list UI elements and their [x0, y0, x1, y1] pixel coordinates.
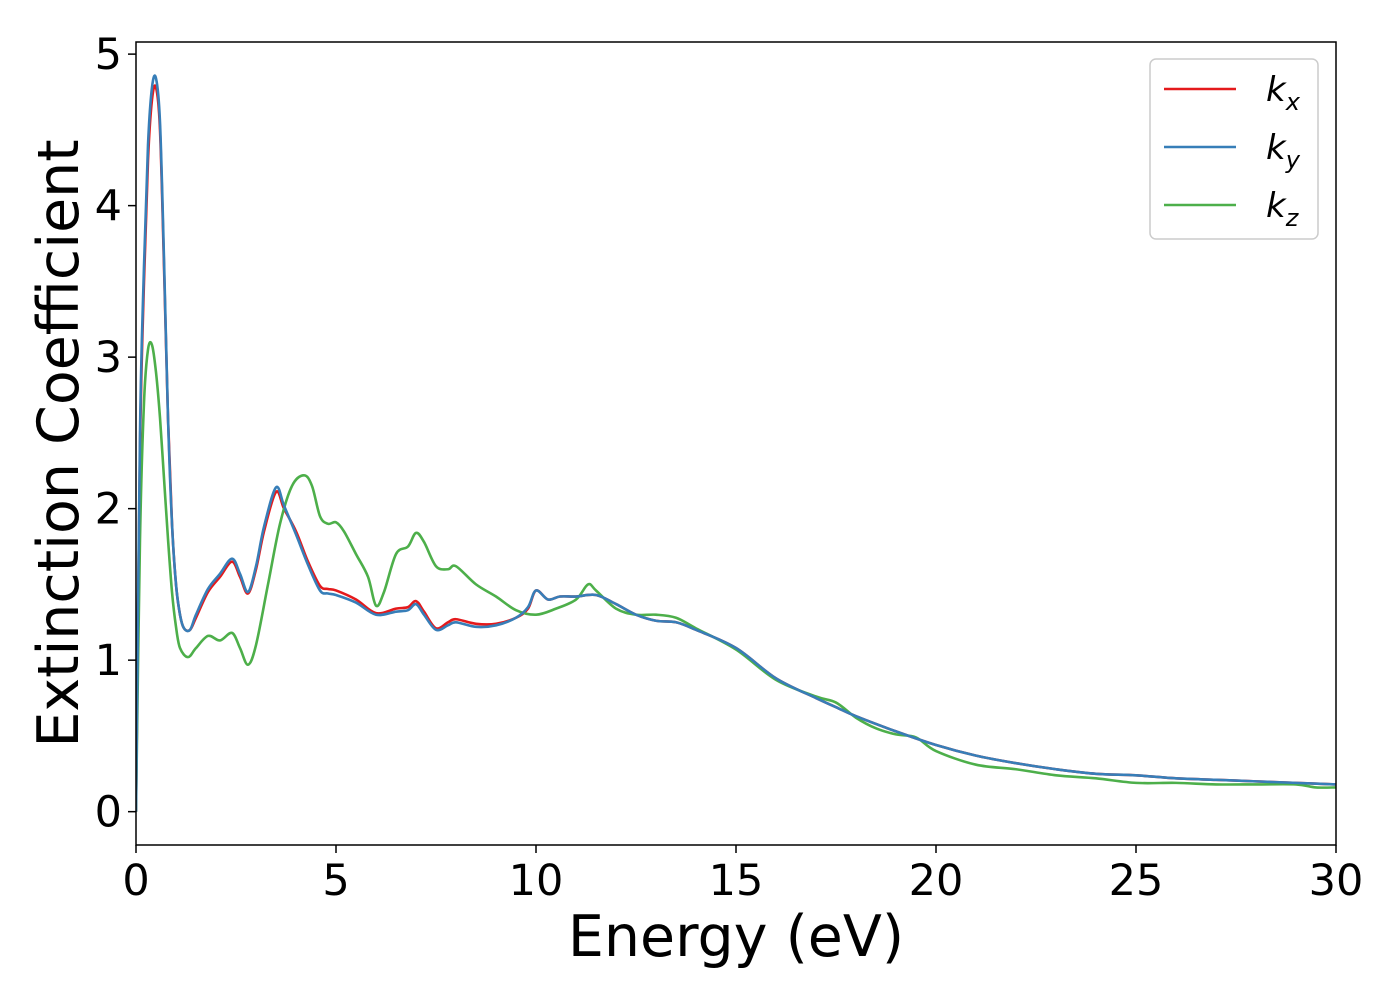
- y-axis-title: Extinction Coefficient: [26, 139, 92, 747]
- x-tick-label: 30: [1309, 856, 1364, 906]
- y-tick-label: 5: [95, 30, 122, 80]
- x-tick-label: 0: [122, 856, 149, 906]
- legend-label-subscript: z: [1285, 204, 1300, 232]
- legend-label-subscript: y: [1285, 146, 1301, 174]
- legend-label-base: k: [1266, 70, 1287, 110]
- y-tick-label: 1: [95, 636, 122, 686]
- legend-label-kx: kx: [1266, 70, 1301, 116]
- series-layer: [136, 74, 1336, 812]
- legend-label-ky: ky: [1266, 128, 1301, 174]
- legend-label-kz: kz: [1266, 186, 1300, 232]
- y-tick-label: 4: [95, 182, 122, 232]
- x-tick-label: 10: [509, 856, 564, 906]
- x-tick-label: 20: [909, 856, 964, 906]
- x-axis-title: Energy (eV): [568, 904, 904, 970]
- x-tick-label: 15: [709, 856, 764, 906]
- y-tick-label: 2: [95, 485, 122, 535]
- x-axis-ticks: 0 5 10 15 20 25 30: [122, 845, 1363, 906]
- series-line-ky: [136, 74, 1336, 812]
- y-tick-label: 3: [95, 333, 122, 383]
- x-tick-label: 25: [1109, 856, 1164, 906]
- y-tick-label: 0: [95, 788, 122, 838]
- legend-label-base: k: [1266, 186, 1287, 226]
- legend-box: [1149, 58, 1319, 240]
- legend-label-base: k: [1266, 128, 1287, 168]
- y-axis-ticks: 0 1 2 3 4 5: [95, 30, 136, 838]
- x-tick-label: 5: [322, 856, 349, 906]
- legend-label-subscript: x: [1285, 88, 1301, 116]
